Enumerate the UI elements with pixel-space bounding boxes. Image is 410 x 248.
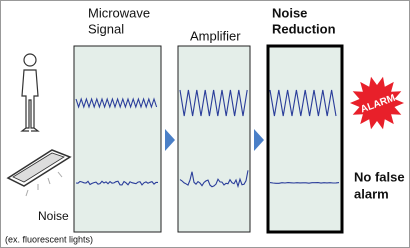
- result-text: No false: [354, 169, 405, 184]
- column-header: Noise: [272, 5, 307, 20]
- panel: [74, 46, 161, 232]
- noise-example: (ex. fluorescent lights): [5, 234, 93, 244]
- column-header: Microwave: [88, 5, 150, 20]
- panel: [178, 46, 250, 232]
- panel: [268, 46, 342, 232]
- result-text: alarm: [354, 186, 389, 201]
- noise-label: Noise: [38, 209, 69, 223]
- diagram: Microwave Signal Amplifier Noise Reducti…: [0, 0, 410, 248]
- column-header: Reduction: [272, 21, 336, 36]
- column-header: Amplifier: [190, 28, 241, 43]
- waveform: [270, 183, 339, 184]
- column-header: Signal: [88, 21, 124, 36]
